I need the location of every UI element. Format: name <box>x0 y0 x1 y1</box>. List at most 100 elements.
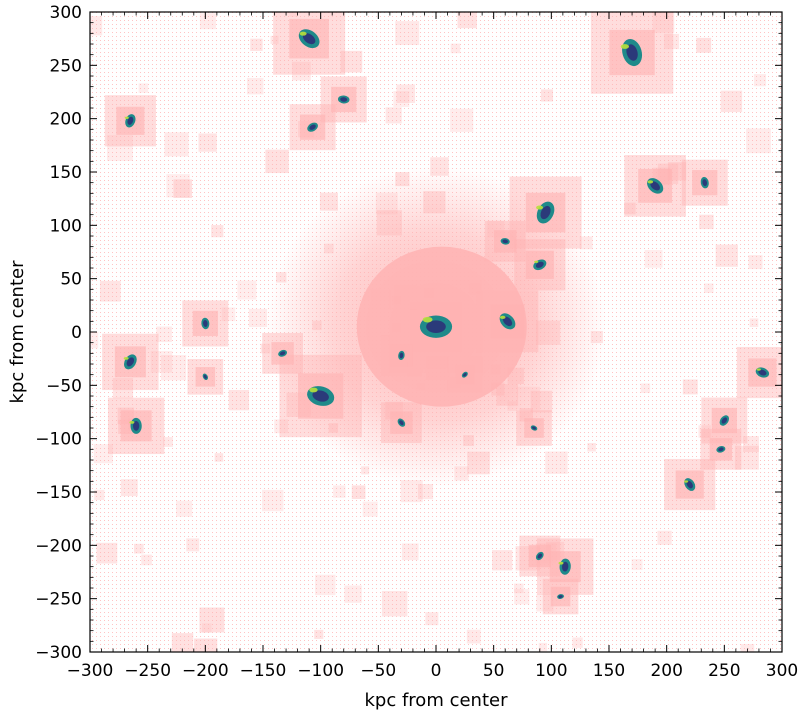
faint-gas-block <box>370 289 391 310</box>
x-tick-label: −250 <box>124 661 171 681</box>
faint-gas-block <box>416 382 425 391</box>
faint-gas-block <box>94 489 105 501</box>
faint-gas-block <box>328 423 339 433</box>
x-axis: −300 −250 −200 −150 −100 −50 0 50 100 150 200 250 30… <box>67 12 798 681</box>
faint-gas-block <box>496 384 519 406</box>
faint-gas-block <box>748 255 763 270</box>
faint-gas-block <box>274 419 288 434</box>
faint-gas-block <box>623 202 636 215</box>
faint-gas-block <box>376 210 402 236</box>
faint-gas-block <box>749 318 759 328</box>
faint-gas-block <box>740 643 755 652</box>
x-axis-title: kpc from center <box>365 690 509 710</box>
x-tick-label: 250 <box>708 661 740 681</box>
faint-gas-block <box>746 128 771 154</box>
faint-gas-block <box>138 83 149 93</box>
faint-gas-block <box>401 543 419 561</box>
faint-gas-block <box>469 283 481 295</box>
faint-gas-block <box>457 12 477 29</box>
faint-gas-block <box>118 419 133 434</box>
faint-gas-block <box>450 108 474 132</box>
faint-gas-block <box>644 250 663 268</box>
faint-gas-block <box>631 559 643 571</box>
x-tick-label: −150 <box>240 661 287 681</box>
faint-gas-block <box>291 61 311 81</box>
x-tick-label: −50 <box>360 661 396 681</box>
faint-gas-block <box>156 326 172 343</box>
y-tick-label: −300 <box>35 643 82 663</box>
faint-gas-block <box>141 554 152 566</box>
faint-gas-block <box>361 466 370 475</box>
dense-clump <box>533 259 547 271</box>
faint-gas-block <box>395 21 420 46</box>
faint-gas-block <box>407 362 423 378</box>
dense-clump <box>716 445 726 453</box>
faint-gas-block <box>652 12 675 33</box>
faint-gas-block <box>99 280 121 302</box>
faint-gas-block <box>385 401 404 420</box>
x-tick-label: 300 <box>766 661 798 681</box>
y-tick-label: 250 <box>50 56 82 76</box>
dense-clump <box>461 371 468 378</box>
faint-gas-block <box>698 425 711 438</box>
faint-gas-block <box>289 12 298 18</box>
dense-clump <box>684 478 696 491</box>
y-tick-label: −50 <box>46 376 82 396</box>
faint-gas-block <box>375 192 398 215</box>
faint-gas-block <box>133 543 144 554</box>
faint-gas-block <box>663 33 680 50</box>
dense-clump <box>307 386 335 406</box>
faint-gas-block <box>315 574 336 596</box>
faint-gas-block <box>572 637 583 648</box>
faint-gas-block <box>487 220 505 238</box>
plot-frame <box>89 11 783 653</box>
faint-gas-block <box>454 466 469 481</box>
dense-clump <box>124 114 136 128</box>
dense-clump <box>647 178 664 194</box>
faint-gas-block <box>590 330 603 344</box>
faint-gas-block <box>450 43 461 54</box>
faint-gas-block <box>150 350 173 373</box>
y-axis: −300 −250 −200 −150 −100 −50 0 50 100 150 200 250 30… <box>35 3 782 663</box>
faint-gas-block <box>423 191 446 214</box>
x-tick-label: 50 <box>483 661 505 681</box>
faint-gas-block <box>392 296 401 305</box>
faint-gas-block <box>201 623 212 633</box>
faint-gas-block <box>400 480 423 503</box>
faint-gas-block <box>90 332 99 349</box>
faint-gas-block <box>667 162 687 181</box>
faint-gas-block <box>199 607 225 633</box>
dense-clump <box>298 29 320 49</box>
faint-gas-block <box>171 633 194 652</box>
faint-gas-block <box>319 192 338 211</box>
faint-gas-block <box>237 280 257 300</box>
y-tick-label: 300 <box>50 3 82 23</box>
faint-gas-block <box>333 485 346 498</box>
faint-gas-block <box>276 272 287 283</box>
faint-gas-block <box>198 133 217 152</box>
faint-gas-block <box>696 37 712 53</box>
dense-clump <box>620 39 643 67</box>
faint-gas-block <box>545 451 568 474</box>
faint-gas-block <box>463 435 474 446</box>
y-tick-label: 100 <box>50 216 82 236</box>
dense-clump <box>129 417 142 434</box>
x-tick-label: 150 <box>593 661 625 681</box>
x-tick-label: 200 <box>650 661 682 681</box>
faint-gas-block <box>312 320 322 331</box>
faint-gas-block <box>734 445 759 470</box>
faint-gas-block <box>536 594 554 612</box>
faint-gas-block <box>176 500 193 517</box>
faint-gas-block <box>519 408 533 422</box>
faint-gas-block <box>657 163 679 184</box>
faint-gas-block <box>314 629 324 639</box>
faint-gas-block <box>579 236 593 250</box>
dense-clump <box>397 418 406 427</box>
faint-gas-block <box>186 538 200 552</box>
faint-gas-block <box>391 323 402 333</box>
faint-gas-block <box>491 382 505 396</box>
faint-gas-block <box>228 389 250 411</box>
y-tick-label: 50 <box>60 270 82 290</box>
faint-gas-block <box>93 444 113 464</box>
dense-clump <box>307 122 318 132</box>
